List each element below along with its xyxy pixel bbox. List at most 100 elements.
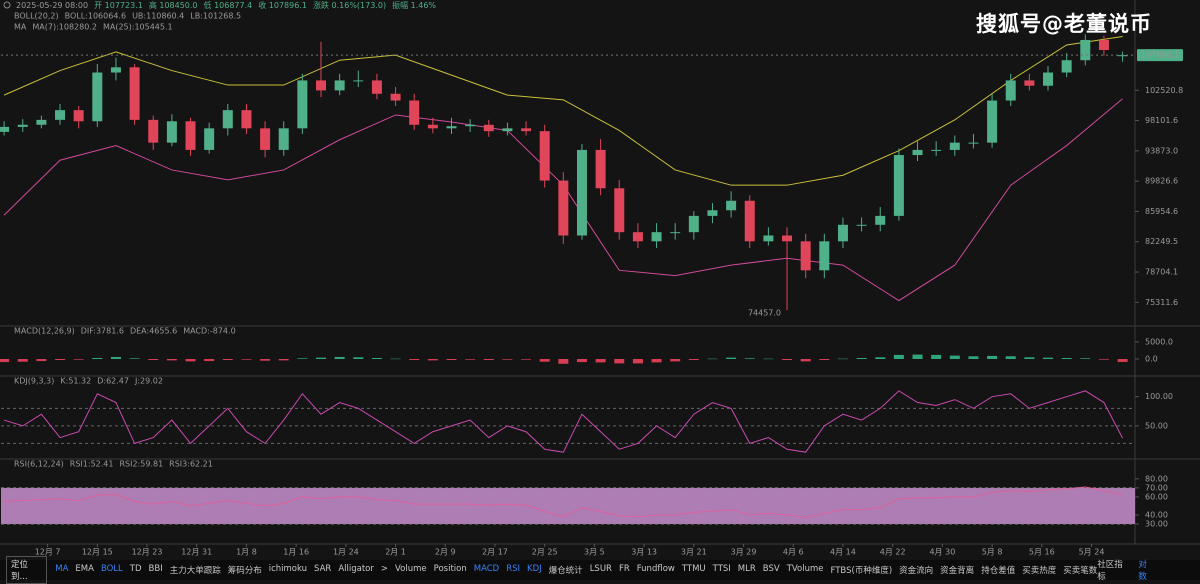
macd-bar [446, 359, 457, 361]
indicator-button[interactable]: Fundflow [636, 564, 675, 574]
x-tick-label: 5月 8 [982, 548, 1003, 557]
candle-body [800, 241, 811, 271]
macd-bar [782, 359, 793, 361]
candle-body [763, 235, 774, 242]
price-tag [1137, 49, 1183, 62]
candle-body [353, 80, 364, 82]
candle-body [931, 149, 942, 151]
macd-bar [1043, 357, 1054, 359]
indicator-button[interactable]: BBI [148, 564, 163, 574]
candle-body [893, 155, 904, 216]
x-tick-label: 4月 14 [830, 548, 856, 557]
candle-body [521, 128, 532, 132]
toolbar-button[interactable]: 社区指标 [1097, 560, 1123, 582]
indicator-button[interactable]: TD [129, 564, 142, 574]
indicator-button[interactable]: ichimoku [268, 564, 308, 574]
candle-body [1061, 60, 1072, 73]
y-tick-label: 102520.8 [1145, 86, 1183, 95]
candle-body [73, 110, 84, 122]
macd-bar [837, 358, 848, 360]
indicator-button[interactable]: KDJ [527, 564, 542, 574]
macd-bar [912, 354, 923, 359]
indicator-button[interactable]: 买卖热度 [1022, 566, 1057, 576]
candle-body [912, 149, 923, 156]
header-field: 高 108450.0 [148, 1, 198, 10]
y-tick-label: 93873.0 [1145, 146, 1178, 155]
indicator-button[interactable]: RSI [506, 564, 521, 574]
macd-bar [241, 359, 252, 360]
indicator-button[interactable]: 主力大单跟踪 [169, 566, 221, 576]
legend-item: RSI(6,12,24) [14, 460, 64, 469]
candle-body [968, 142, 979, 144]
y-tick-label: 89826.6 [1145, 177, 1178, 186]
indicator-button[interactable]: Alligator [338, 564, 374, 574]
macd-bar [987, 355, 998, 359]
candle-body [726, 200, 737, 211]
indicator-button[interactable]: TVolume [786, 564, 824, 574]
indicator-button[interactable]: MA [55, 564, 69, 574]
candle-body [576, 149, 587, 236]
macd-bar [744, 358, 755, 359]
indicator-button[interactable]: 爆仓统计 [548, 566, 583, 576]
macd-bar [334, 356, 345, 359]
indicator-button[interactable]: 筹码分布 [227, 566, 262, 576]
macd-bar [92, 357, 103, 359]
indicator-button[interactable]: EMA [75, 564, 94, 574]
candle-body [185, 121, 196, 150]
macd-bar [1080, 358, 1091, 359]
indicator-button[interactable]: 资金流向 [899, 566, 934, 576]
indicator-button[interactable]: 资金背离 [940, 566, 975, 576]
candle-body [1080, 39, 1091, 61]
indicator-button[interactable]: SAR [314, 564, 332, 574]
indicator-button[interactable]: Position [433, 564, 467, 574]
macd-bar [576, 359, 587, 363]
indicator-button[interactable]: BOLL [100, 564, 123, 574]
legend-item: RSI2:59.81 [119, 460, 163, 469]
candle-body [782, 235, 793, 242]
macd-bar [55, 359, 66, 361]
indicator-button[interactable]: Volume [395, 564, 427, 574]
x-tick-label: 12月 15 [82, 548, 113, 557]
y-tick-label: 60.00 [1145, 492, 1168, 501]
indicator-button[interactable]: BSV [762, 564, 780, 574]
y-tick-label: 70.00 [1145, 483, 1168, 492]
header-field: 低 106877.4 [203, 1, 253, 10]
candle-body [837, 224, 848, 242]
indicator-button[interactable]: TTMU [681, 564, 706, 574]
legend-item: BOLL:106064.6 [65, 12, 126, 21]
indicator-button[interactable]: FTBS(币种维度) [830, 566, 893, 576]
candle-body [558, 180, 569, 236]
x-tick-label: 4月 30 [929, 548, 955, 557]
candle-body [390, 93, 401, 101]
macd-bar [931, 354, 942, 359]
indicator-button[interactable]: 持仓差值 [981, 566, 1016, 576]
toolbar-button[interactable]: 对数 [1138, 560, 1147, 582]
header-field: 2025-05-29 08:00 [16, 1, 89, 10]
macd-bar [110, 356, 121, 359]
candle-body [744, 200, 755, 242]
candle-body [334, 80, 345, 91]
x-tick-label: 3月 21 [681, 548, 707, 557]
macd-bar [949, 355, 960, 359]
indicator-button[interactable]: LSUR [589, 564, 612, 574]
x-tick-label: 4月 6 [783, 548, 804, 557]
legend-item: DEA:4655.6 [130, 327, 177, 336]
indicator-button[interactable]: 买卖笔数 [1063, 566, 1098, 576]
macd-bar [595, 359, 606, 363]
indicator-button[interactable]: MACD [473, 564, 500, 574]
x-tick-label: 1月 24 [333, 548, 359, 557]
indicator-button[interactable]: TTSI [712, 564, 731, 574]
indicator-button[interactable]: MLR [737, 564, 756, 574]
x-tick-label: 2月 17 [482, 548, 508, 557]
macd-bar [185, 359, 196, 362]
indicator-button[interactable]: > [380, 564, 388, 574]
indicator-button[interactable]: FR [618, 564, 630, 574]
low-label: 74457.0 [748, 309, 781, 318]
macd-bar [278, 359, 289, 361]
macd-bar [73, 359, 84, 360]
toolbar: 定位到... MA EMA BOLL TD BBI 主力大单跟踪 筹码分布 ichimoku S… [0, 556, 1200, 584]
y-tick-label: 0.0 [1145, 355, 1158, 364]
collapse-icon[interactable] [3, 1, 11, 9]
macd-bar [129, 358, 140, 359]
